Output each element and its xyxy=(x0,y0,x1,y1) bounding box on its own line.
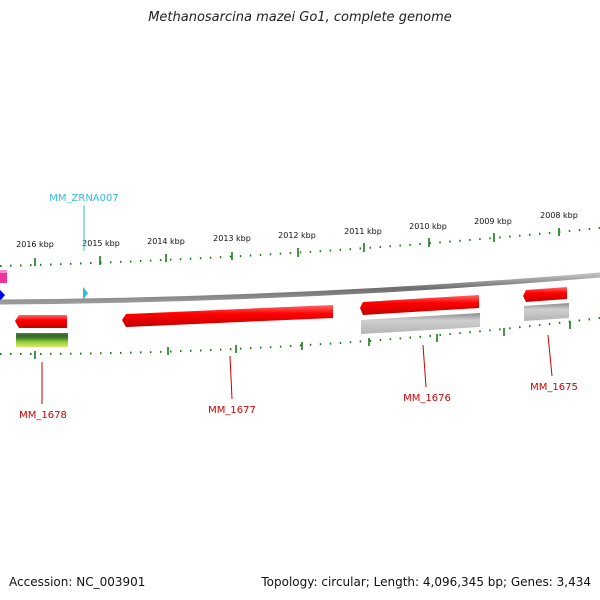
genome-backbone xyxy=(0,272,600,305)
partial-feature[interactable] xyxy=(0,270,7,283)
rna-label[interactable]: MM_ZRNA007 xyxy=(49,193,118,204)
gene-mm-1676[interactable] xyxy=(360,295,480,334)
gene-label-mm-1678[interactable]: MM_1678 xyxy=(19,410,67,421)
gene-mm-1677[interactable] xyxy=(122,305,333,327)
scale-labels: 2016 kbp 2015 kbp 2014 kbp 2013 kbp 2012… xyxy=(16,211,578,249)
genome-summary-text: Topology: circular; Length: 4,096,345 bp… xyxy=(261,575,591,589)
genome-title: Methanosarcina mazei Go1, complete genom… xyxy=(148,10,452,25)
scale-label: 2009 kbp xyxy=(474,217,512,226)
domain-annotation-bar xyxy=(16,333,68,347)
scale-label: 2013 kbp xyxy=(213,234,251,243)
scale-label: 2010 kbp xyxy=(409,222,447,231)
gene-connector xyxy=(547,334,553,377)
upper-tick-track xyxy=(0,227,600,267)
gene-mm-1678[interactable] xyxy=(15,315,68,347)
gene-label-mm-1677[interactable]: MM_1677 xyxy=(208,405,256,416)
scale-label: 2011 kbp xyxy=(344,227,382,236)
gene-connector xyxy=(229,355,233,400)
accession-text: Accession: NC_003901 xyxy=(9,575,146,589)
blue-feature[interactable] xyxy=(0,290,5,301)
pseudogene-bar xyxy=(524,303,569,321)
gene-label-mm-1676[interactable]: MM_1676 xyxy=(403,393,451,404)
scale-label: 2015 kbp xyxy=(82,239,120,248)
pseudogene-bar xyxy=(361,313,480,334)
scale-label: 2014 kbp xyxy=(147,237,185,246)
rna-feature-arrow[interactable] xyxy=(83,287,88,300)
scale-label: 2012 kbp xyxy=(278,231,316,240)
gene-mm-1675[interactable] xyxy=(523,287,569,321)
scale-label: 2008 kbp xyxy=(540,211,578,220)
gene-label-mm-1675[interactable]: MM_1675 xyxy=(530,382,578,393)
scale-label: 2016 kbp xyxy=(16,240,54,249)
lower-tick-track xyxy=(0,317,600,359)
gene-connector xyxy=(422,344,427,388)
